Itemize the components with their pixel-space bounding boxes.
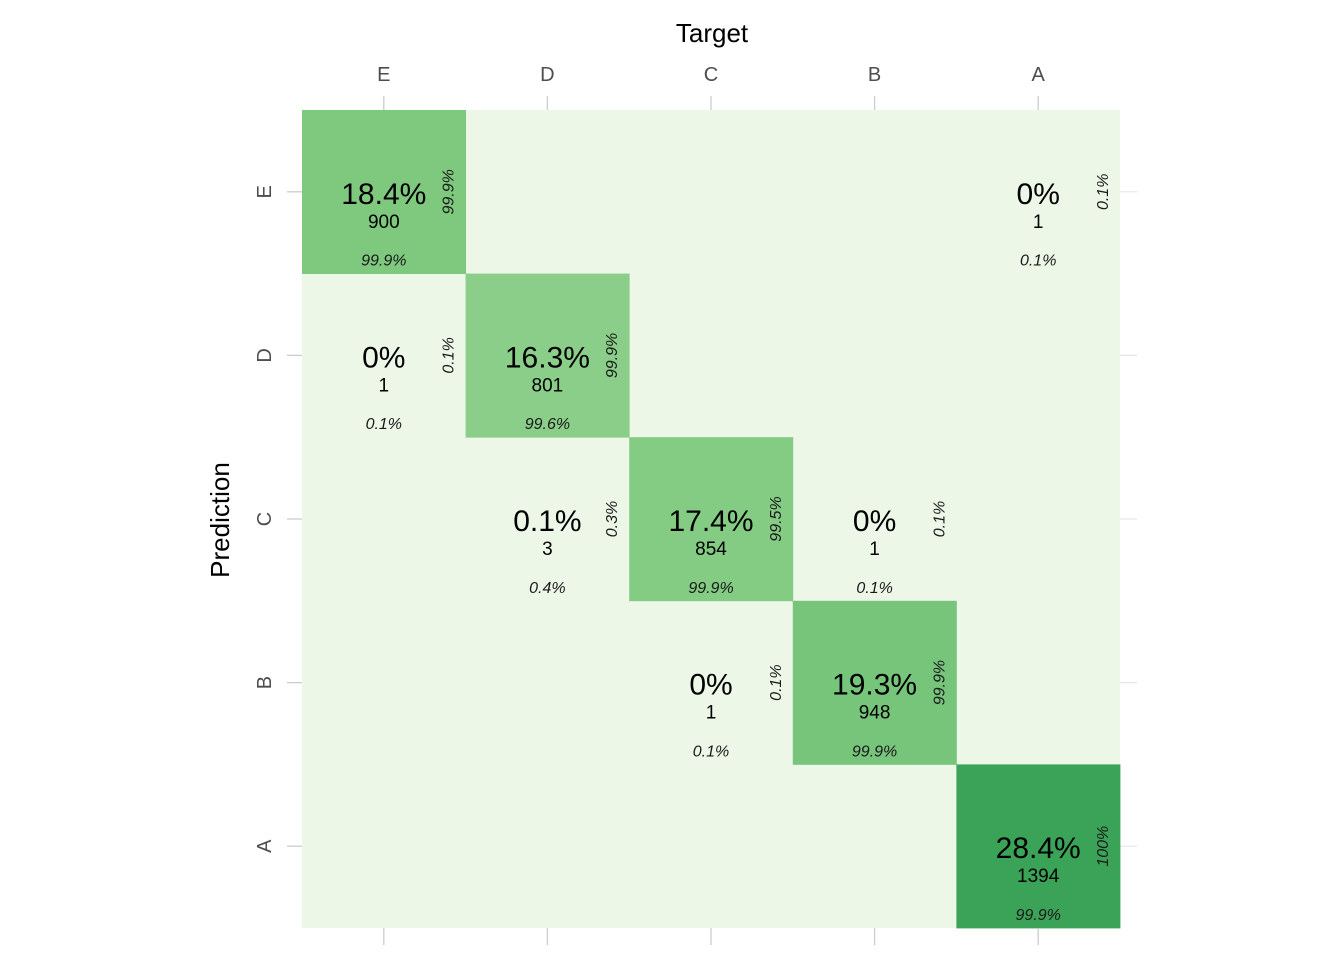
cell-count: 854 [695, 539, 727, 560]
cell-percent: 0% [689, 669, 732, 702]
cell-row-percent: 0.1% [931, 501, 948, 537]
x-tick-label: A [1032, 64, 1046, 86]
cell-row-percent: 99.9% [441, 169, 458, 214]
cell-row-percent: 0.1% [441, 337, 458, 373]
cell-row-percent: 99.9% [931, 660, 948, 705]
cell-count: 900 [368, 212, 400, 233]
tile-E-E [302, 110, 466, 274]
tiles [302, 110, 1121, 929]
cell-percent: 0% [362, 341, 405, 374]
cell-row-percent: 99.5% [768, 496, 785, 541]
cell-count: 1 [1033, 212, 1044, 233]
x-tick-label: E [377, 64, 390, 86]
cell-col-percent: 0.4% [529, 580, 565, 597]
cell-row-percent: 0.1% [768, 664, 785, 700]
cell-col-percent: 99.6% [525, 416, 570, 433]
cell-col-percent: 99.9% [688, 580, 733, 597]
cell-row-percent: 0.1% [1095, 174, 1112, 210]
tile-D-D [465, 273, 630, 438]
axes: E D C B A E D C B A [254, 64, 1046, 945]
cell-row-percent: 0.3% [604, 501, 621, 537]
cell-percent: 16.3% [505, 341, 590, 374]
cell-row-percent: 100% [1095, 826, 1112, 867]
y-tick-label: C [254, 512, 276, 526]
y-axis-title: Prediction [205, 462, 235, 578]
cell-percent: 0.1% [513, 505, 581, 538]
tile-C-C [629, 437, 794, 602]
x-tick-label: C [704, 64, 718, 86]
cell-count: 948 [859, 703, 891, 724]
cell-count: 801 [532, 375, 564, 396]
cell-count: 1 [706, 703, 717, 724]
cell-col-percent: 99.9% [852, 743, 897, 760]
cell-count: 1 [379, 375, 390, 396]
cell-col-percent: 99.9% [361, 253, 406, 270]
y-tick-label: D [254, 348, 276, 362]
cell-col-percent: 0.1% [856, 580, 892, 597]
x-tick-label: B [868, 64, 881, 86]
cell-row-percent: 99.9% [604, 333, 621, 378]
tile-B-B [792, 600, 957, 765]
cell-col-percent: 0.1% [366, 416, 402, 433]
y-tick-label: A [254, 839, 276, 853]
cell-count: 1394 [1017, 866, 1060, 887]
cell-col-percent: 99.9% [1016, 907, 1061, 924]
cell-col-percent: 0.1% [693, 743, 729, 760]
y-tick-label: E [254, 185, 276, 198]
cell-count: 3 [542, 539, 553, 560]
cell-col-percent: 0.1% [1020, 253, 1056, 270]
y-tick-label: B [254, 676, 276, 689]
x-tick-label: D [540, 64, 554, 86]
tile-A-A [956, 764, 1121, 929]
cell-percent: 0% [853, 505, 896, 538]
x-axis-title: Target [676, 18, 749, 48]
cell-count: 1 [869, 539, 880, 560]
cell-percent: 18.4% [341, 178, 426, 211]
cell-percent: 28.4% [996, 832, 1081, 865]
cell-percent: 0% [1017, 178, 1060, 211]
cell-percent: 17.4% [668, 505, 753, 538]
cell-percent: 19.3% [832, 669, 917, 702]
